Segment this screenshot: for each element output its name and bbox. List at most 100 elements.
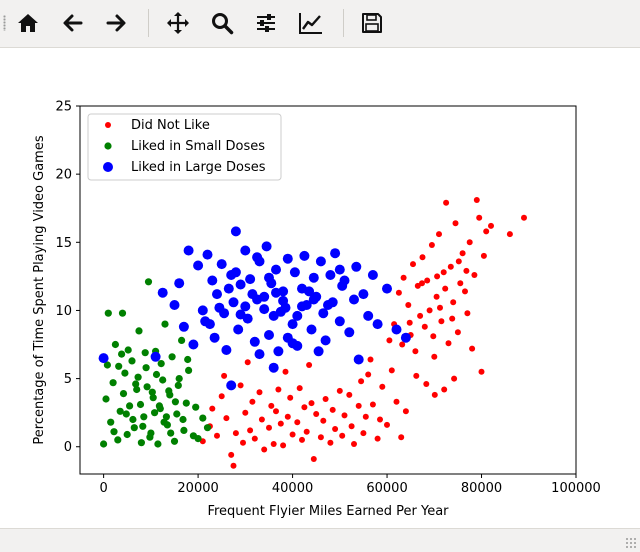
- data-point: [258, 416, 265, 423]
- data-point: [433, 293, 440, 300]
- configure-subplots-button[interactable]: [249, 6, 283, 40]
- data-point: [405, 302, 412, 308]
- data-point: [144, 278, 153, 286]
- data-point: [483, 228, 490, 235]
- x-tick-label: 20000: [177, 481, 218, 496]
- data-point: [344, 327, 355, 338]
- data-point: [310, 456, 317, 462]
- edit-axis-button[interactable]: [294, 6, 328, 40]
- data-point: [339, 275, 350, 286]
- data-point: [476, 214, 483, 221]
- data-point: [148, 388, 156, 396]
- data-point: [169, 300, 180, 310]
- data-point: [313, 346, 324, 357]
- data-point: [419, 280, 425, 287]
- data-point: [209, 332, 220, 343]
- data-point: [232, 430, 239, 437]
- data-point: [297, 301, 307, 312]
- data-point: [327, 439, 334, 446]
- data-point: [141, 349, 149, 357]
- data-point: [104, 309, 112, 317]
- data-point: [355, 402, 362, 409]
- legend: Did Not Like Liked in Small Doses Liked …: [87, 113, 282, 181]
- data-point: [443, 199, 450, 206]
- data-point: [139, 422, 147, 430]
- y-tick-label: 15: [55, 236, 72, 251]
- x-tick-label: 100000: [551, 481, 601, 496]
- data-point: [400, 332, 411, 343]
- status-bar: [0, 528, 640, 552]
- data-point: [442, 285, 449, 292]
- toolbar: [0, 0, 640, 48]
- scatter-chart: 0 20000 40000 60000 80000 100000 0 5 10 15 20 25 Fr…: [32, 100, 601, 520]
- legend-label-liked-in-small-doses: Liked in Small Doses: [131, 139, 265, 154]
- data-point: [351, 441, 357, 447]
- data-point: [330, 248, 341, 259]
- data-point: [140, 413, 148, 421]
- series-0: [199, 197, 527, 469]
- data-point: [118, 350, 126, 358]
- data-point: [459, 250, 466, 257]
- data-point: [313, 411, 320, 417]
- data-point: [417, 312, 424, 319]
- data-point: [223, 415, 230, 422]
- y-tick-label: 20: [55, 168, 72, 183]
- data-point: [184, 355, 192, 364]
- data-point: [423, 381, 430, 387]
- data-point: [240, 301, 251, 312]
- data-point: [137, 439, 145, 447]
- data-point: [174, 278, 185, 289]
- data-point: [179, 415, 187, 424]
- data-point: [240, 439, 246, 446]
- zoom-button[interactable]: [205, 6, 239, 40]
- data-point: [296, 385, 303, 392]
- pan-icon: [167, 12, 189, 34]
- legend-label-did-not-like: Did Not Like: [131, 118, 210, 133]
- data-point: [282, 368, 289, 375]
- data-point: [322, 396, 329, 402]
- data-point: [126, 402, 134, 410]
- data-point: [287, 319, 298, 330]
- forward-button[interactable]: [99, 6, 133, 40]
- data-point: [173, 410, 181, 418]
- data-point: [136, 400, 145, 409]
- data-point: [228, 451, 235, 458]
- data-point: [521, 214, 527, 221]
- data-point: [193, 260, 204, 271]
- data-point: [463, 267, 470, 274]
- data-point: [329, 406, 336, 413]
- back-button[interactable]: [56, 6, 90, 40]
- data-point: [271, 287, 281, 298]
- data-point: [455, 258, 462, 265]
- data-point: [412, 348, 419, 355]
- data-point: [197, 305, 208, 316]
- data-point: [161, 320, 169, 328]
- data-point: [280, 442, 287, 449]
- points-layer: [98, 197, 527, 469]
- data-point: [157, 360, 165, 368]
- data-point: [388, 367, 395, 374]
- data-point: [437, 304, 443, 311]
- data-point: [175, 375, 183, 383]
- data-point: [252, 252, 263, 263]
- home-button[interactable]: [11, 6, 45, 40]
- data-point: [204, 319, 215, 330]
- x-tick-label: 60000: [366, 481, 407, 496]
- data-point: [367, 356, 374, 363]
- data-point: [98, 353, 109, 364]
- edit-axis-icon: [299, 13, 322, 34]
- data-point: [264, 272, 274, 283]
- save-button[interactable]: [355, 6, 389, 40]
- data-point: [367, 270, 378, 280]
- data-point: [118, 309, 127, 317]
- data-point: [308, 294, 319, 305]
- data-point: [426, 307, 433, 314]
- data-point: [294, 419, 301, 426]
- data-point: [306, 362, 313, 368]
- pan-button[interactable]: [161, 6, 195, 40]
- data-point: [247, 427, 254, 434]
- data-point: [315, 256, 326, 267]
- data-point: [207, 275, 218, 286]
- data-point: [358, 378, 365, 385]
- resize-grip[interactable]: [625, 537, 637, 549]
